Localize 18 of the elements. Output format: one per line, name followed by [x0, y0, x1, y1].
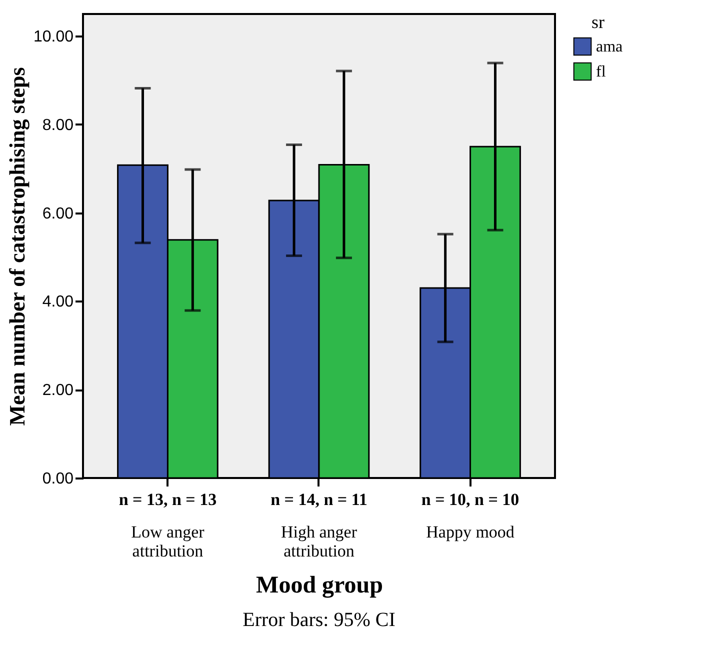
x-axis-title: Mood group [256, 572, 383, 598]
y-tick-label: 10.00 [33, 28, 74, 46]
x-tick-label: Happy mood [426, 522, 515, 542]
legend-label: fl [596, 64, 606, 80]
y-tick-label: 2.00 [42, 382, 74, 400]
x-tick-label: High anger attribution [280, 522, 358, 560]
legend-title: sr [592, 12, 605, 32]
text: n = 14, n = 11 [270, 490, 368, 509]
y-tick-label: 8.00 [42, 116, 74, 134]
y-axis-title: Mean number of catastrophising steps [4, 66, 30, 426]
text: Error bars: 95% CI [242, 609, 396, 631]
y-tick-label: 4.00 [42, 294, 74, 311]
text: n = 13, n = 13 [118, 490, 217, 509]
legend-label: ama [596, 38, 623, 56]
y-tick-label: 0.00 [42, 470, 74, 488]
x-tick-label: Low anger attribution [131, 522, 205, 560]
y-tick-label: 6.00 [42, 205, 74, 222]
text: n = 10, n = 10 [421, 490, 520, 509]
